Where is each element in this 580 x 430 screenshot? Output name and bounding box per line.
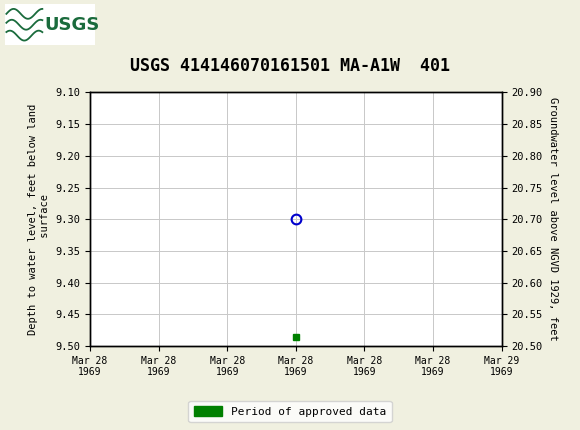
Bar <box>5 4 95 45</box>
Text: USGS: USGS <box>44 16 99 34</box>
Legend: Period of approved data: Period of approved data <box>188 401 392 422</box>
Y-axis label: Depth to water level, feet below land
 surface: Depth to water level, feet below land su… <box>28 104 50 335</box>
Y-axis label: Groundwater level above NGVD 1929, feet: Groundwater level above NGVD 1929, feet <box>548 98 558 341</box>
Text: USGS 414146070161501 MA-A1W  401: USGS 414146070161501 MA-A1W 401 <box>130 57 450 75</box>
